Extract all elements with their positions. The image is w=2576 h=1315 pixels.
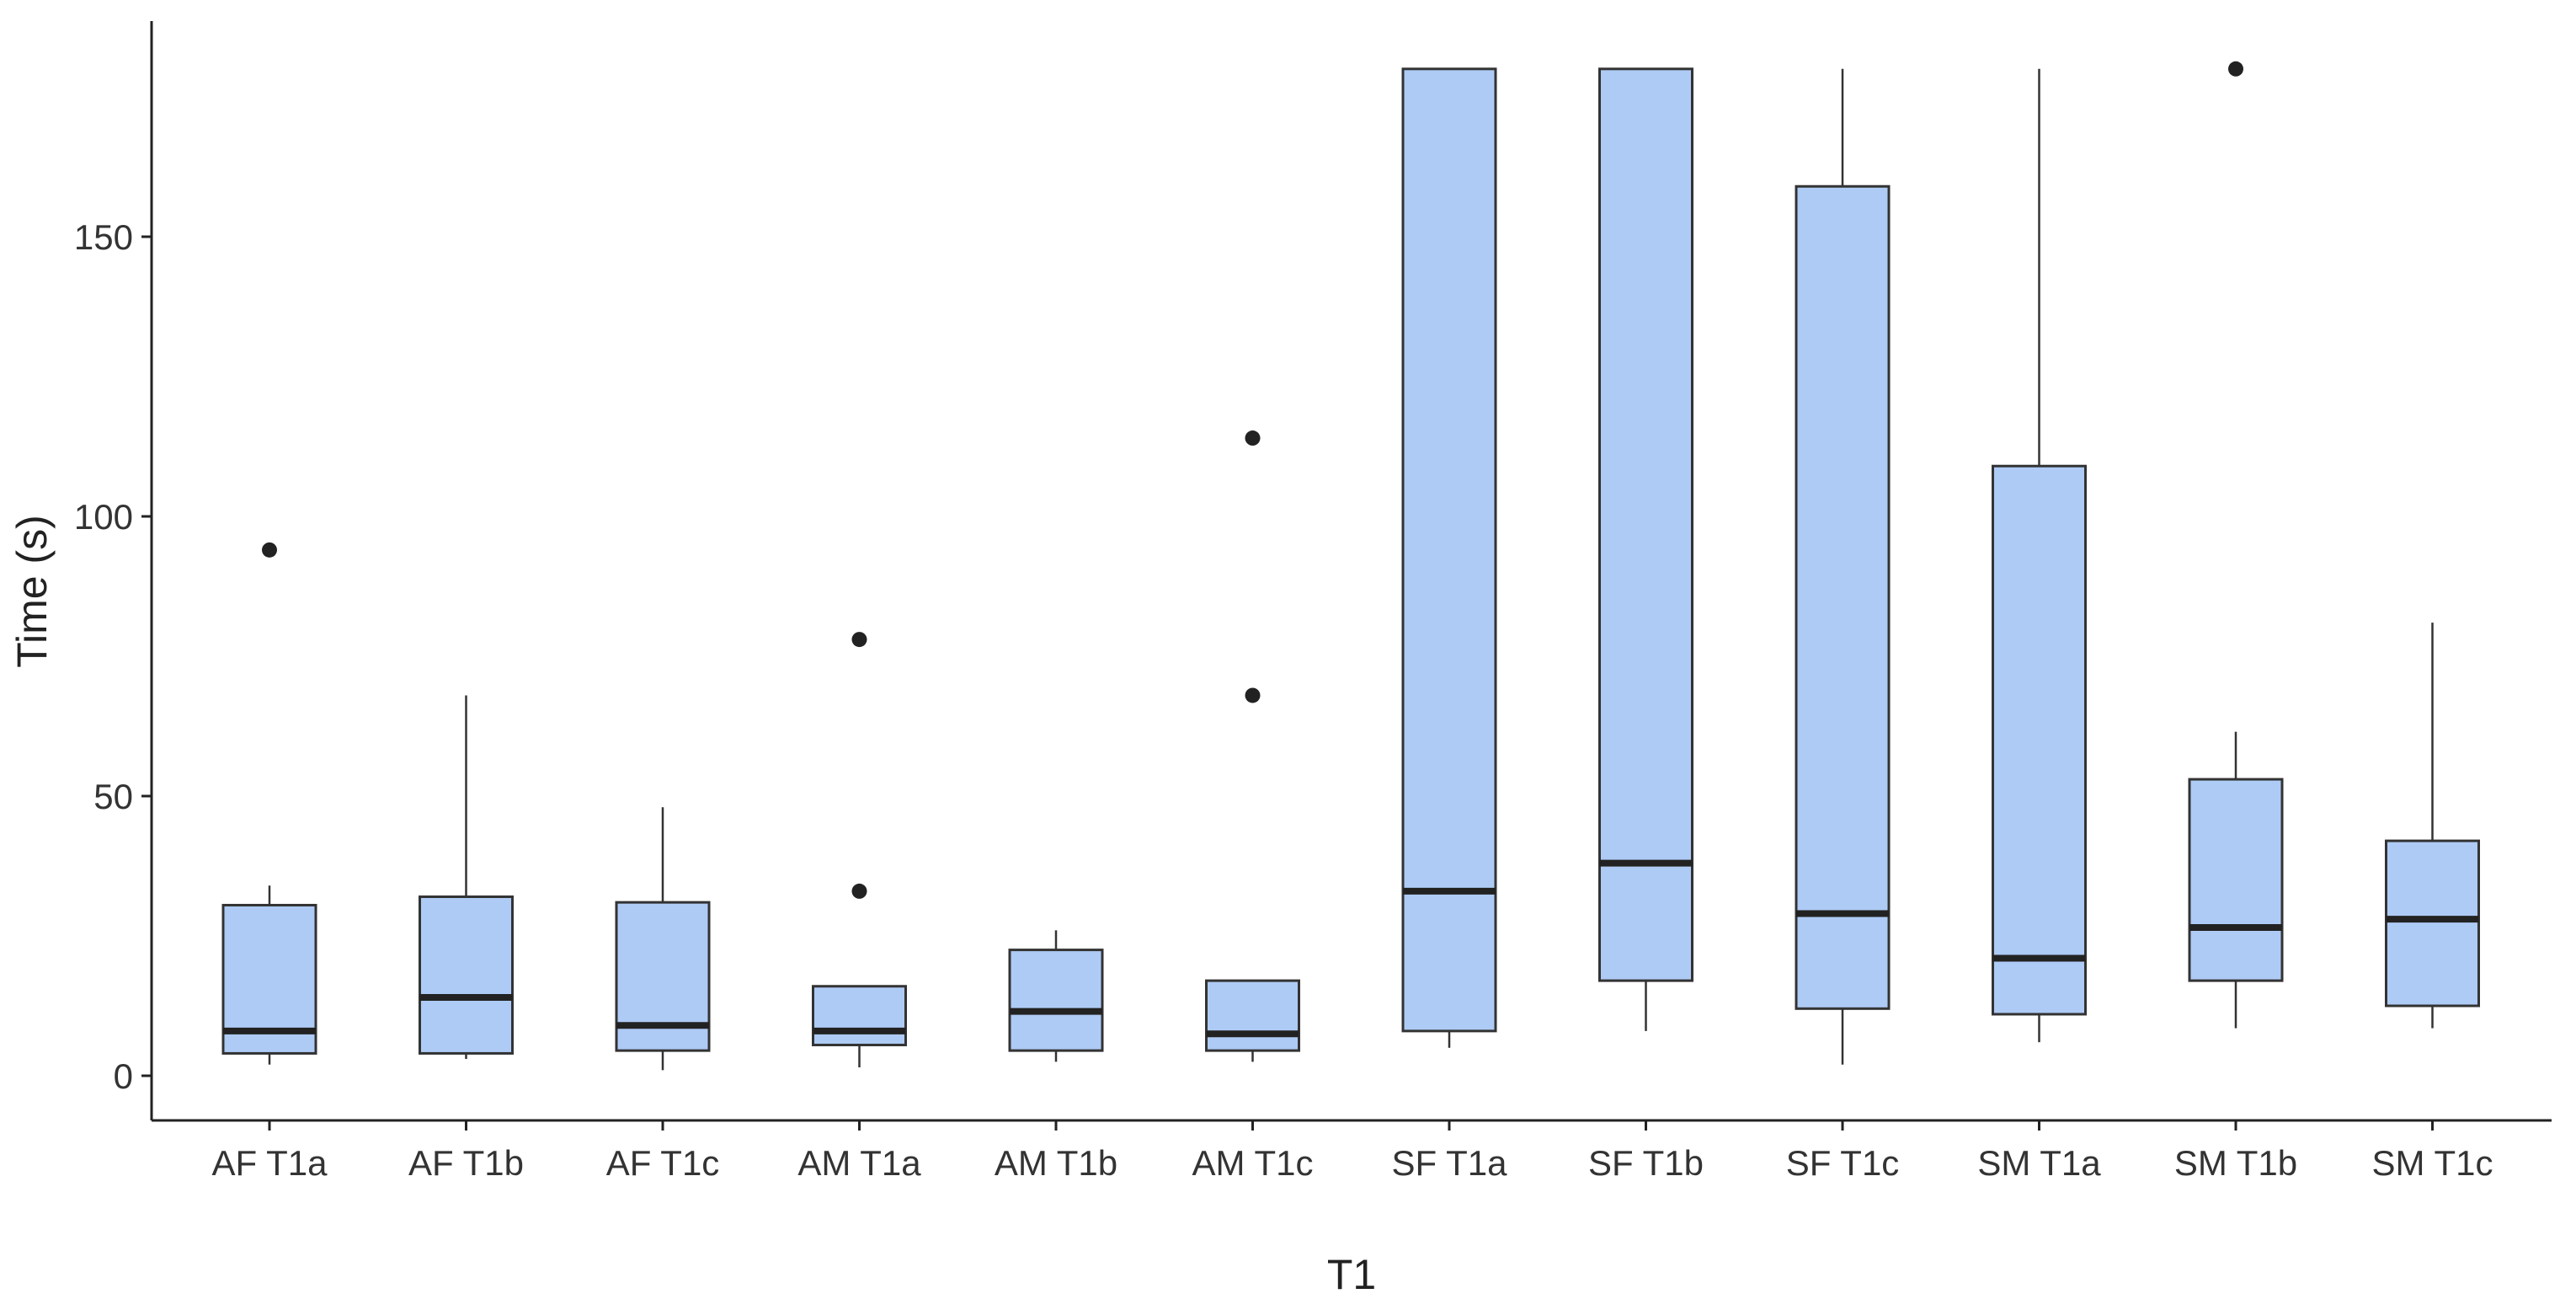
x-tick-label: AM T1c <box>1192 1143 1314 1183</box>
iqr-box <box>1992 464 2087 1016</box>
x-tick-label: AF T1b <box>408 1143 524 1183</box>
iqr-box <box>1795 184 1891 1010</box>
x-tick-label: SF T1c <box>1786 1143 1900 1183</box>
box-group <box>419 695 514 1060</box>
box-group <box>1795 68 1891 1065</box>
outlier-point <box>1245 687 1261 703</box>
x-tick-label: SF T1a <box>1392 1143 1508 1183</box>
box-group <box>812 632 907 1068</box>
x-axis-title: T1 <box>1327 1251 1376 1298</box>
y-tick-label: 100 <box>74 497 133 537</box>
x-tick-label: AM T1b <box>995 1143 1117 1183</box>
iqr-box <box>1205 979 1300 1052</box>
box-group <box>615 807 711 1071</box>
iqr-box <box>1401 67 1497 1033</box>
x-tick-label: SM T1b <box>2174 1143 2297 1183</box>
y-axis-title: Time (s) <box>8 515 56 667</box>
iqr-box <box>1598 67 1693 982</box>
iqr-box <box>1008 949 1104 1052</box>
box-group <box>2385 623 2480 1029</box>
outlier-point <box>851 632 867 648</box>
outlier-point <box>1245 430 1261 446</box>
box-group <box>1205 430 1300 1062</box>
box-group <box>221 542 317 1065</box>
iqr-box <box>2385 839 2480 1008</box>
x-tick-label: AF T1a <box>212 1143 328 1183</box>
axis-ticks: 0 50 100 150 AF T1a AF T1b AF T1c AM T1a AM T1b A… <box>74 217 2493 1183</box>
box-group <box>1992 68 2087 1043</box>
x-tick-label: SF T1b <box>1588 1143 1704 1183</box>
y-tick-label: 0 <box>114 1056 133 1096</box>
x-tick-label: SM T1c <box>2372 1143 2493 1183</box>
iqr-box <box>812 985 907 1046</box>
axes <box>150 21 2552 1122</box>
box-group <box>1401 67 1497 1048</box>
outlier-point <box>851 883 867 899</box>
outlier-point <box>262 542 277 558</box>
plot-area <box>221 61 2480 1071</box>
outlier-point <box>2228 61 2243 77</box>
x-tick-label: AF T1c <box>606 1143 720 1183</box>
x-tick-label: SM T1a <box>1977 1143 2101 1183</box>
y-tick-label: 150 <box>74 217 133 257</box>
iqr-box <box>419 895 514 1055</box>
y-tick-label: 50 <box>93 777 133 816</box>
box-group <box>1598 67 1693 1031</box>
x-tick-label: AM T1a <box>797 1143 921 1183</box>
iqr-box <box>2188 778 2284 982</box>
box-group <box>1008 930 1104 1062</box>
box-group <box>2188 61 2284 1029</box>
